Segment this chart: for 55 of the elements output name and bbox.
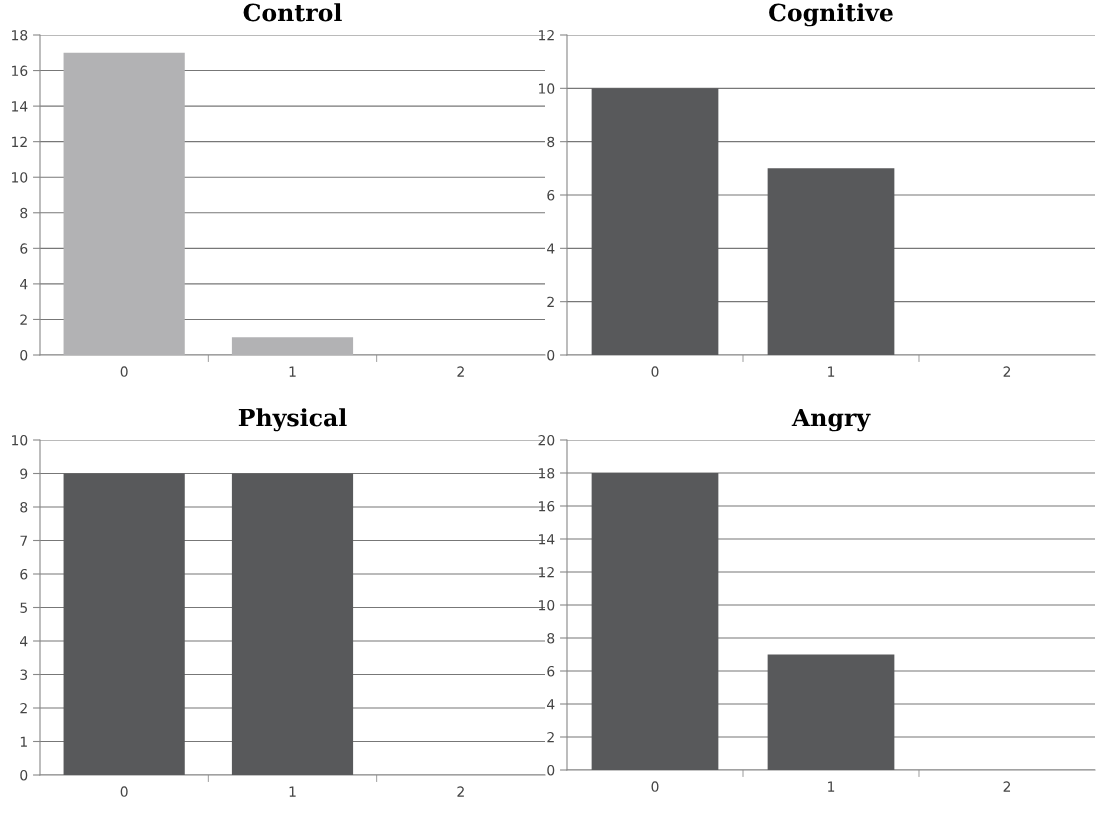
x-tick-label: 1	[828, 781, 835, 792]
y-tick-label: 16	[12, 65, 28, 77]
y-tick-label: 12	[539, 566, 554, 578]
y-tick-label: 4	[20, 279, 28, 290]
y-tick-label: 10	[12, 172, 28, 183]
y-tick-label: 0	[20, 769, 28, 781]
y-tick-label: 4	[547, 243, 555, 254]
y-tick-label: 14	[539, 534, 555, 545]
y-tick-label: 2	[20, 702, 27, 714]
y-tick-label: 4	[547, 699, 555, 710]
x-tick-label: 1	[289, 786, 296, 797]
chart-title: Physical	[238, 408, 347, 432]
y-tick-label: 4	[20, 636, 28, 647]
y-tick-label: 20	[538, 434, 555, 446]
x-tick-label: 2	[457, 786, 464, 797]
x-tick-label: 2	[1003, 366, 1011, 377]
y-tick-label: 10	[12, 434, 28, 446]
y-tick-label: 6	[20, 243, 28, 254]
y-tick-label: 5	[20, 602, 27, 613]
y-tick-label: 2	[547, 731, 554, 743]
y-tick-label: 8	[547, 632, 555, 644]
y-tick-label: 6	[20, 568, 28, 580]
x-tick-label: 2	[457, 366, 464, 377]
x-tick-label: 0	[120, 786, 128, 797]
chart-title: Angry	[791, 408, 871, 432]
y-tick-label: 8	[20, 207, 28, 219]
y-tick-label: 10	[539, 83, 555, 94]
y-tick-label: 6	[547, 189, 555, 201]
y-tick-label: 18	[539, 467, 555, 479]
x-tick-label: 0	[651, 366, 659, 377]
chart-title: Cognitive	[769, 3, 893, 27]
y-tick-label: 18	[12, 29, 28, 41]
y-tick-label: 0	[20, 349, 28, 361]
y-tick-label: 0	[547, 349, 555, 361]
y-tick-label: 2	[547, 296, 554, 307]
y-tick-label: 8	[547, 136, 555, 148]
y-tick-label: 9	[20, 468, 28, 479]
x-tick-label: 0	[651, 781, 659, 792]
y-tick-label: 16	[539, 500, 555, 512]
x-tick-label: 2	[1003, 781, 1011, 792]
y-tick-label: 12	[12, 136, 27, 147]
x-tick-label: 1	[289, 366, 296, 377]
x-tick-label: 0	[120, 366, 128, 377]
y-tick-label: 10	[539, 599, 555, 611]
y-tick-label: 1	[20, 736, 27, 747]
y-tick-label: 2	[20, 314, 27, 325]
y-tick-label: 3	[20, 669, 28, 680]
y-tick-label: 0	[547, 764, 555, 776]
y-tick-label: 14	[12, 101, 28, 112]
y-tick-label: 12	[539, 29, 554, 41]
y-tick-label: 7	[20, 535, 28, 546]
chart-title: Control	[243, 3, 342, 22]
y-tick-label: 8	[20, 501, 28, 513]
x-tick-label: 1	[828, 366, 835, 377]
y-tick-label: 6	[547, 665, 555, 677]
